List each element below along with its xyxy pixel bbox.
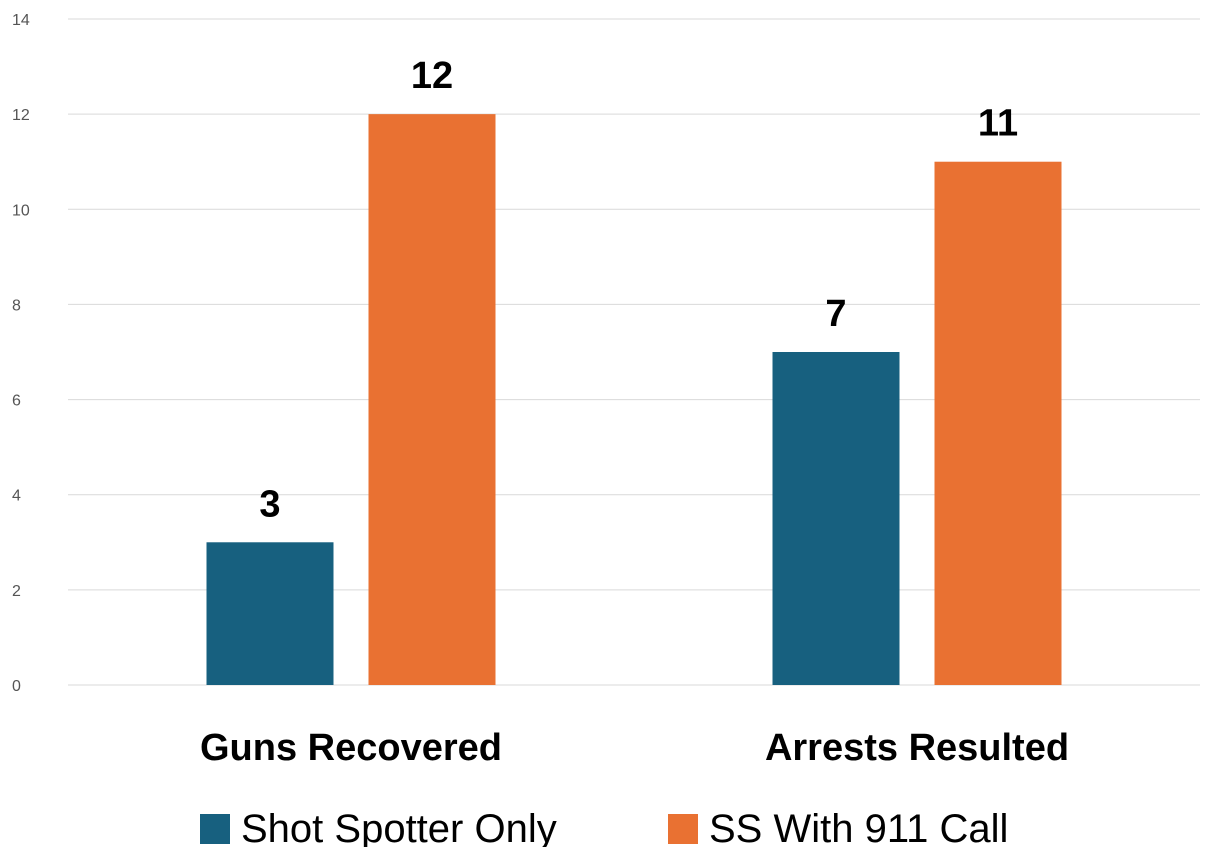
y-tick-label: 12 [12,107,30,124]
y-tick-label: 4 [12,488,21,505]
bar-2-1 [368,114,496,685]
category-label: Arrests Resulted [765,727,1069,769]
data-label: 11 [978,103,1018,145]
legend-label-2: SS With 911 Call [709,807,1008,847]
y-tick-label: 0 [12,678,21,695]
bar-1-1 [206,542,334,685]
category-labels: Guns Recovered Arrests Resulted [200,727,1069,769]
category-label: Guns Recovered [200,727,502,769]
data-label: 3 [259,483,280,525]
y-tick-label: 8 [12,297,21,314]
data-label: 7 [825,293,846,335]
legend-swatch-1 [200,814,230,844]
y-tick-label: 10 [12,202,30,219]
legend: Shot Spotter Only SS With 911 Call [200,807,1008,847]
y-tick-label: 14 [12,12,30,29]
bar-1-2 [772,352,900,685]
data-label: 12 [411,55,453,97]
y-tick-label: 6 [12,393,21,410]
legend-swatch-2 [668,814,698,844]
bar-2-2 [934,161,1062,685]
data-labels: 3 12 7 11 [259,55,1018,525]
bars [206,114,1062,685]
y-axis-tick-labels: 0 2 4 6 8 10 12 14 [12,12,30,695]
y-tick-label: 2 [12,583,21,600]
legend-label-1: Shot Spotter Only [241,807,557,847]
